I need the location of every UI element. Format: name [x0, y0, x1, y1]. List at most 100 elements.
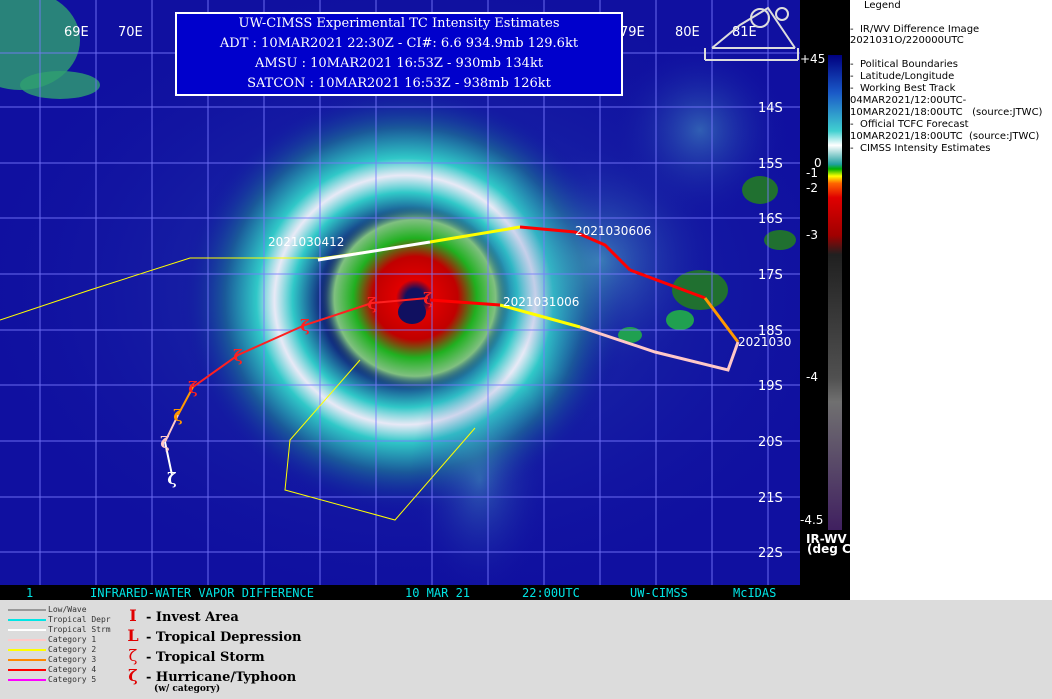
- lat-label: 20S: [758, 435, 783, 450]
- key-swatch: [8, 609, 46, 611]
- lon-label: 79E: [620, 25, 645, 40]
- tropical-storm-symbol: ζ: [167, 469, 176, 488]
- product-name: INFRARED-WATER VAPOR DIFFERENCE: [90, 586, 314, 600]
- key-swatch: [8, 669, 46, 671]
- map-canvas: ζ ζ ζ ζ ζ ζ ζ ζ 69E 70E 79E 80E 81E 14S …: [0, 0, 890, 620]
- hurricane-symbol: ζ: [300, 316, 309, 335]
- hurricane-symbol: ζ: [188, 378, 197, 397]
- track-label: 2021030606: [575, 224, 651, 238]
- storm-symbols: ζ ζ ζ ζ ζ ζ ζ ζ: [160, 289, 432, 488]
- key-swatch: [8, 639, 46, 641]
- amsu-estimate: AMSU : 10MAR2021 16:53Z - 930mb 134kt: [254, 56, 544, 71]
- key-label: Category 2: [48, 645, 97, 654]
- key-swatch: [8, 679, 46, 681]
- image-time: 22:00UTC: [522, 586, 580, 600]
- legend-line: 04MAR2021/12:00UTC-: [850, 95, 967, 106]
- hurricane-symbol: ζ: [160, 433, 169, 452]
- key-label: Category 5: [48, 675, 97, 684]
- scale-tick: -1: [806, 166, 818, 180]
- scale-tick: 0: [814, 156, 822, 170]
- key-swatch: [8, 649, 46, 651]
- invest-symbol: I: [129, 606, 137, 625]
- satellite-map: ζ ζ ζ ζ ζ ζ ζ ζ 69E 70E 79E 80E 81E 14S …: [0, 0, 890, 620]
- symbol-key-row: ζ - Tropical Storm: [120, 646, 265, 665]
- lon-label: 70E: [118, 25, 143, 40]
- hurricane-symbol: ζ: [233, 346, 242, 365]
- legend-line: - Working Best Track: [850, 83, 956, 94]
- symbol-label: - Invest Area: [146, 610, 239, 625]
- lon-label: 69E: [64, 25, 89, 40]
- hurricane-symbol: ζ: [367, 294, 376, 313]
- legend-line: - Official TCFC Forecast: [850, 119, 969, 130]
- color-ramp: [828, 55, 842, 530]
- cloud-features: [0, 0, 890, 620]
- latitude-labels: 14S 15S 16S 17S 18S 19S 20S 21S 22S: [758, 101, 783, 561]
- key-swatch: [8, 629, 46, 631]
- legend-line: - IR/WV Difference Image: [850, 24, 980, 35]
- legend-line: 2021031O/220000UTC: [850, 35, 964, 46]
- key-label: Category 3: [48, 655, 97, 664]
- lon-label: 80E: [675, 25, 700, 40]
- lat-label: 19S: [758, 379, 783, 394]
- key-label: Low/Wave: [48, 605, 87, 614]
- ssec-logo: [704, 6, 799, 61]
- scale-tick: -4: [806, 370, 818, 384]
- track-label: 2021031006: [503, 295, 579, 309]
- satcon-estimate: SATCON : 10MAR2021 16:53Z - 938mb 126kt: [247, 76, 551, 91]
- legend-line: - Political Boundaries: [850, 59, 958, 70]
- legend-panel: Legend - IR/WV Difference Image 2021031O…: [850, 0, 1052, 600]
- lat-label: 16S: [758, 212, 783, 227]
- scale-top-label: +45: [800, 52, 825, 66]
- storm-symbol: ζ: [128, 646, 138, 665]
- lat-label: 22S: [758, 546, 783, 561]
- scale-tick: -2: [806, 181, 818, 195]
- legend-line: - CIMSS Intensity Estimates: [850, 143, 991, 154]
- lat-label: 17S: [758, 268, 783, 283]
- footer-strip: [0, 585, 800, 600]
- legend-line: 10MAR2021/18:00UTC (source:JTWC): [850, 131, 1040, 142]
- color-scale-canvas: +45 0 -1 -2 -3 -4 -4.5 IR-WV (deg C): [800, 52, 856, 556]
- color-scale: +45 0 -1 -2 -3 -4 -4.5 IR-WV (deg C): [800, 0, 856, 600]
- frame-number: 1: [26, 586, 33, 600]
- symbol-label: - Hurricane/Typhoon: [146, 670, 297, 685]
- symbol-key-row: ζ - Hurricane/Typhoon: [120, 666, 296, 685]
- hurricane-symbol: ζ: [173, 406, 182, 425]
- legend-line: 10MAR2021/18:00UTC (source:JTWC): [850, 107, 1043, 118]
- image-date: 10 MAR 21: [405, 586, 470, 600]
- symbol-key-row: I - Invest Area: [120, 606, 239, 625]
- legend-line: - Latitude/Longitude: [850, 71, 955, 82]
- system-name: McIDAS: [733, 586, 776, 600]
- hurricane-symbol: ζ: [128, 666, 138, 685]
- scale-unit: IR-WV: [806, 532, 847, 546]
- lat-label: 14S: [758, 101, 783, 116]
- scale-tick: -3: [806, 228, 818, 242]
- lat-lon-grid: [0, 0, 800, 585]
- best-track: [164, 297, 429, 476]
- track-time-labels: 2021030412 2021030606 2021031006 2021030: [268, 224, 791, 349]
- lat-label: 21S: [758, 491, 783, 506]
- adt-estimate: ADT : 10MAR2021 22:30Z - CI#: 6.6 934.9m…: [219, 36, 579, 51]
- key-swatch: [8, 619, 46, 621]
- track-label: 2021030412: [268, 235, 344, 249]
- source-name: UW-CIMSS: [630, 586, 688, 600]
- lat-label: 15S: [758, 157, 783, 172]
- symbol-label: - Tropical Depression: [146, 630, 302, 645]
- symbol-note: (w/ category): [154, 684, 221, 694]
- key-label: Category 1: [48, 635, 97, 644]
- intensity-estimates-box: UW-CIMSS Experimental TC Intensity Estim…: [175, 12, 623, 96]
- symbol-key-row: L - Tropical Depression: [120, 626, 301, 645]
- symbol-label: - Tropical Storm: [146, 650, 265, 665]
- depression-symbol: L: [127, 626, 139, 645]
- scale-tick: -4.5: [800, 513, 823, 527]
- key-label: Tropical Depr: [48, 615, 111, 624]
- key-label: Category 4: [48, 665, 97, 674]
- longitude-labels: 69E 70E 79E 80E 81E: [64, 25, 757, 40]
- track-key-panel: Low/Wave Tropical Depr Tropical Strm Cat…: [0, 600, 1052, 699]
- lat-label: 18S: [758, 324, 783, 339]
- legend-title: Legend: [864, 0, 901, 11]
- forecast-track: [317, 225, 740, 372]
- key-label: Tropical Strm: [48, 625, 111, 634]
- hurricane-symbol: ζ: [423, 289, 432, 308]
- lon-label: 81E: [732, 25, 757, 40]
- intensity-title: UW-CIMSS Experimental TC Intensity Estim…: [238, 16, 560, 31]
